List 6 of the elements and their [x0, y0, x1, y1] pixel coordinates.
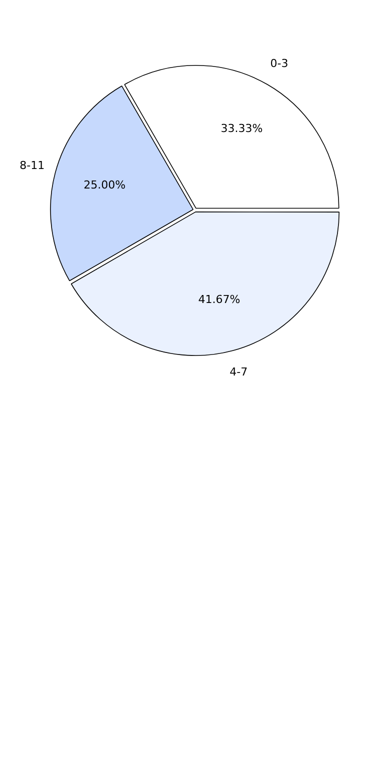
slice-label: 0-3 — [270, 56, 288, 70]
slice-label: 8-11 — [20, 159, 45, 172]
data-label: 41.67% — [198, 293, 240, 306]
slice-label: 4-7 — [230, 366, 248, 379]
data-label: 33.33% — [220, 122, 263, 135]
data-label: 25.00% — [84, 178, 126, 192]
